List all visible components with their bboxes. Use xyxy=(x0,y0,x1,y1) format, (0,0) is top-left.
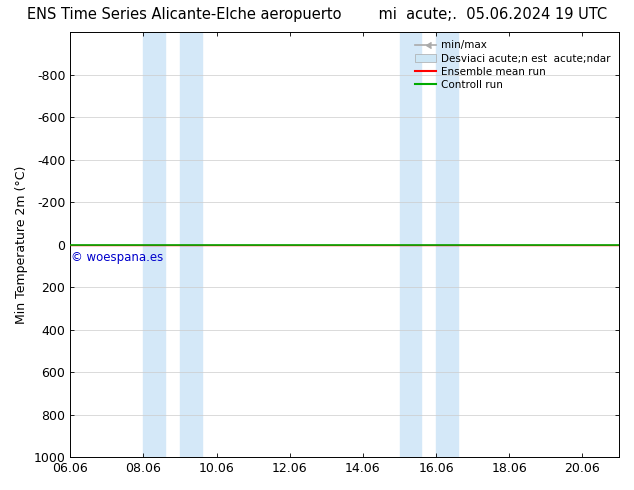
Y-axis label: Min Temperature 2m (°C): Min Temperature 2m (°C) xyxy=(15,166,28,324)
Text: © woespana.es: © woespana.es xyxy=(71,251,164,264)
Bar xyxy=(143,32,165,457)
Bar xyxy=(180,32,202,457)
Bar xyxy=(436,32,458,457)
Legend: min/max, Desviaci acute;n est  acute;ndar, Ensemble mean run, Controll run: min/max, Desviaci acute;n est acute;ndar… xyxy=(412,37,614,93)
Text: ENS Time Series Alicante-Elche aeropuerto        mi  acute;.  05.06.2024 19 UTC: ENS Time Series Alicante-Elche aeropuert… xyxy=(27,7,607,23)
Bar xyxy=(399,32,422,457)
